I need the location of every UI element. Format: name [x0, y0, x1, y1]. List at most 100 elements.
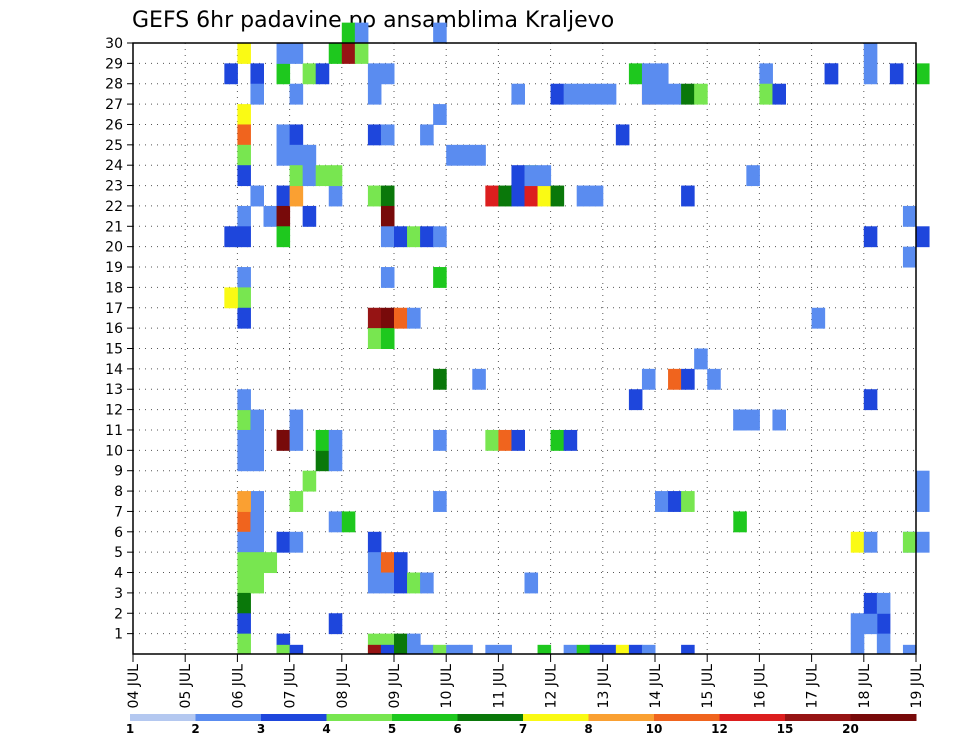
y-tick-label: 12 [105, 403, 123, 419]
heatmap-cell [433, 429, 447, 451]
heatmap-cell [459, 644, 473, 655]
heatmap-cell [876, 613, 891, 635]
heatmap-cell [250, 185, 264, 207]
heatmap-cell [289, 165, 304, 187]
heatmap-cell [380, 185, 395, 207]
heatmap-cell [237, 307, 251, 329]
heatmap-cell [576, 185, 591, 207]
x-tick-label: 16 JUL [752, 664, 768, 709]
heatmap-cell [276, 43, 291, 64]
heatmap-cell [433, 226, 447, 248]
y-tick-label: 18 [105, 280, 123, 296]
heatmap-cell [394, 552, 408, 574]
heatmap-cell [511, 83, 525, 105]
heatmap-cell [302, 470, 317, 492]
heatmap-cell [511, 429, 525, 451]
heatmap-cell [367, 185, 382, 207]
heatmap-cells [224, 22, 930, 655]
heatmap-cell [641, 368, 656, 390]
heatmap-cell [550, 429, 565, 451]
heatmap-cell [289, 429, 304, 451]
heatmap-cell [315, 450, 330, 472]
heatmap-cell [681, 83, 695, 105]
heatmap-cell [237, 552, 251, 574]
heatmap-cell [237, 491, 251, 512]
heatmap-cell [276, 63, 291, 85]
heatmap-cell [367, 63, 382, 85]
heatmap-cell [602, 83, 617, 105]
heatmap-cell [380, 267, 395, 288]
heatmap-cell [655, 83, 669, 105]
heatmap-cell [707, 368, 721, 390]
x-tick-label: 09 JUL [387, 664, 403, 709]
heatmap-cell [537, 165, 552, 187]
heatmap-cell [576, 644, 591, 655]
heatmap-cell [237, 267, 251, 288]
heatmap-cell [394, 307, 408, 329]
heatmap-cell [863, 63, 878, 85]
heatmap-cell [863, 43, 878, 64]
legend-label: 8 [584, 722, 592, 736]
y-tick-label: 4 [114, 566, 123, 582]
legend-label: 10 [646, 722, 663, 736]
heatmap-cell [681, 644, 695, 655]
heatmap-cell [289, 531, 304, 553]
heatmap-cell [498, 644, 512, 655]
chart-title: GEFS 6hr padavine po ansamblima Kraljevo [132, 8, 614, 33]
heatmap-cell [289, 83, 304, 105]
heatmap-cell [615, 644, 630, 655]
heatmap-cell [772, 409, 786, 431]
heatmap-cell [694, 348, 708, 370]
heatmap-cell [380, 205, 395, 227]
color-legend: 1 2 3 4 5 6 7 8 10 12 15 20 [126, 714, 917, 736]
y-tick-label: 14 [105, 362, 123, 378]
legend-swatch [130, 714, 196, 721]
heatmap-cell [916, 491, 930, 512]
heatmap-cell [315, 429, 330, 451]
x-tick-label: 06 JUL [230, 664, 246, 709]
heatmap-cell [302, 205, 317, 227]
heatmap-cell [850, 531, 865, 553]
legend-label: 15 [777, 722, 794, 736]
y-tick-label: 2 [114, 606, 123, 622]
heatmap-cell [863, 226, 878, 248]
heatmap-cell [563, 83, 578, 105]
heatmap-cell [250, 409, 264, 431]
heatmap-cell [328, 43, 343, 64]
heatmap-cell [224, 287, 238, 309]
x-tick-label: 15 JUL [700, 664, 716, 709]
heatmap-cell [446, 144, 460, 166]
heatmap-cell [367, 307, 382, 329]
heatmap-cell [367, 531, 382, 553]
x-tick-label: 14 JUL [648, 664, 664, 709]
heatmap-cell [276, 429, 291, 451]
heatmap-cell [916, 470, 930, 492]
heatmap-cell [759, 83, 773, 105]
heatmap-cell [380, 328, 395, 349]
heatmap-cell [511, 165, 525, 187]
heatmap-cell [367, 572, 382, 594]
heatmap-cell [237, 409, 251, 431]
heatmap-cell [459, 144, 473, 166]
heatmap-cell [289, 409, 304, 431]
heatmap-cell [250, 83, 264, 105]
heatmap-cell [902, 246, 917, 268]
heatmap-cell [916, 63, 930, 85]
heatmap-cell [550, 185, 565, 207]
heatmap-cell [289, 644, 304, 655]
heatmap-cell [589, 185, 604, 207]
heatmap-cell [759, 63, 773, 85]
heatmap-cell [902, 531, 917, 553]
y-axis: 1234567891011121314151617181920212223242… [105, 36, 133, 643]
heatmap-cell [237, 144, 251, 166]
heatmap-cell [276, 226, 291, 248]
heatmap-cell [772, 83, 786, 105]
heatmap-cell [668, 368, 682, 390]
heatmap-cell [289, 124, 304, 146]
heatmap-cell [380, 552, 395, 574]
x-tick-label: 13 JUL [596, 664, 612, 709]
heatmap-cell [302, 63, 317, 85]
legend-swatch [654, 714, 720, 721]
legend-swatch [457, 714, 524, 721]
heatmap-cell [746, 165, 760, 187]
